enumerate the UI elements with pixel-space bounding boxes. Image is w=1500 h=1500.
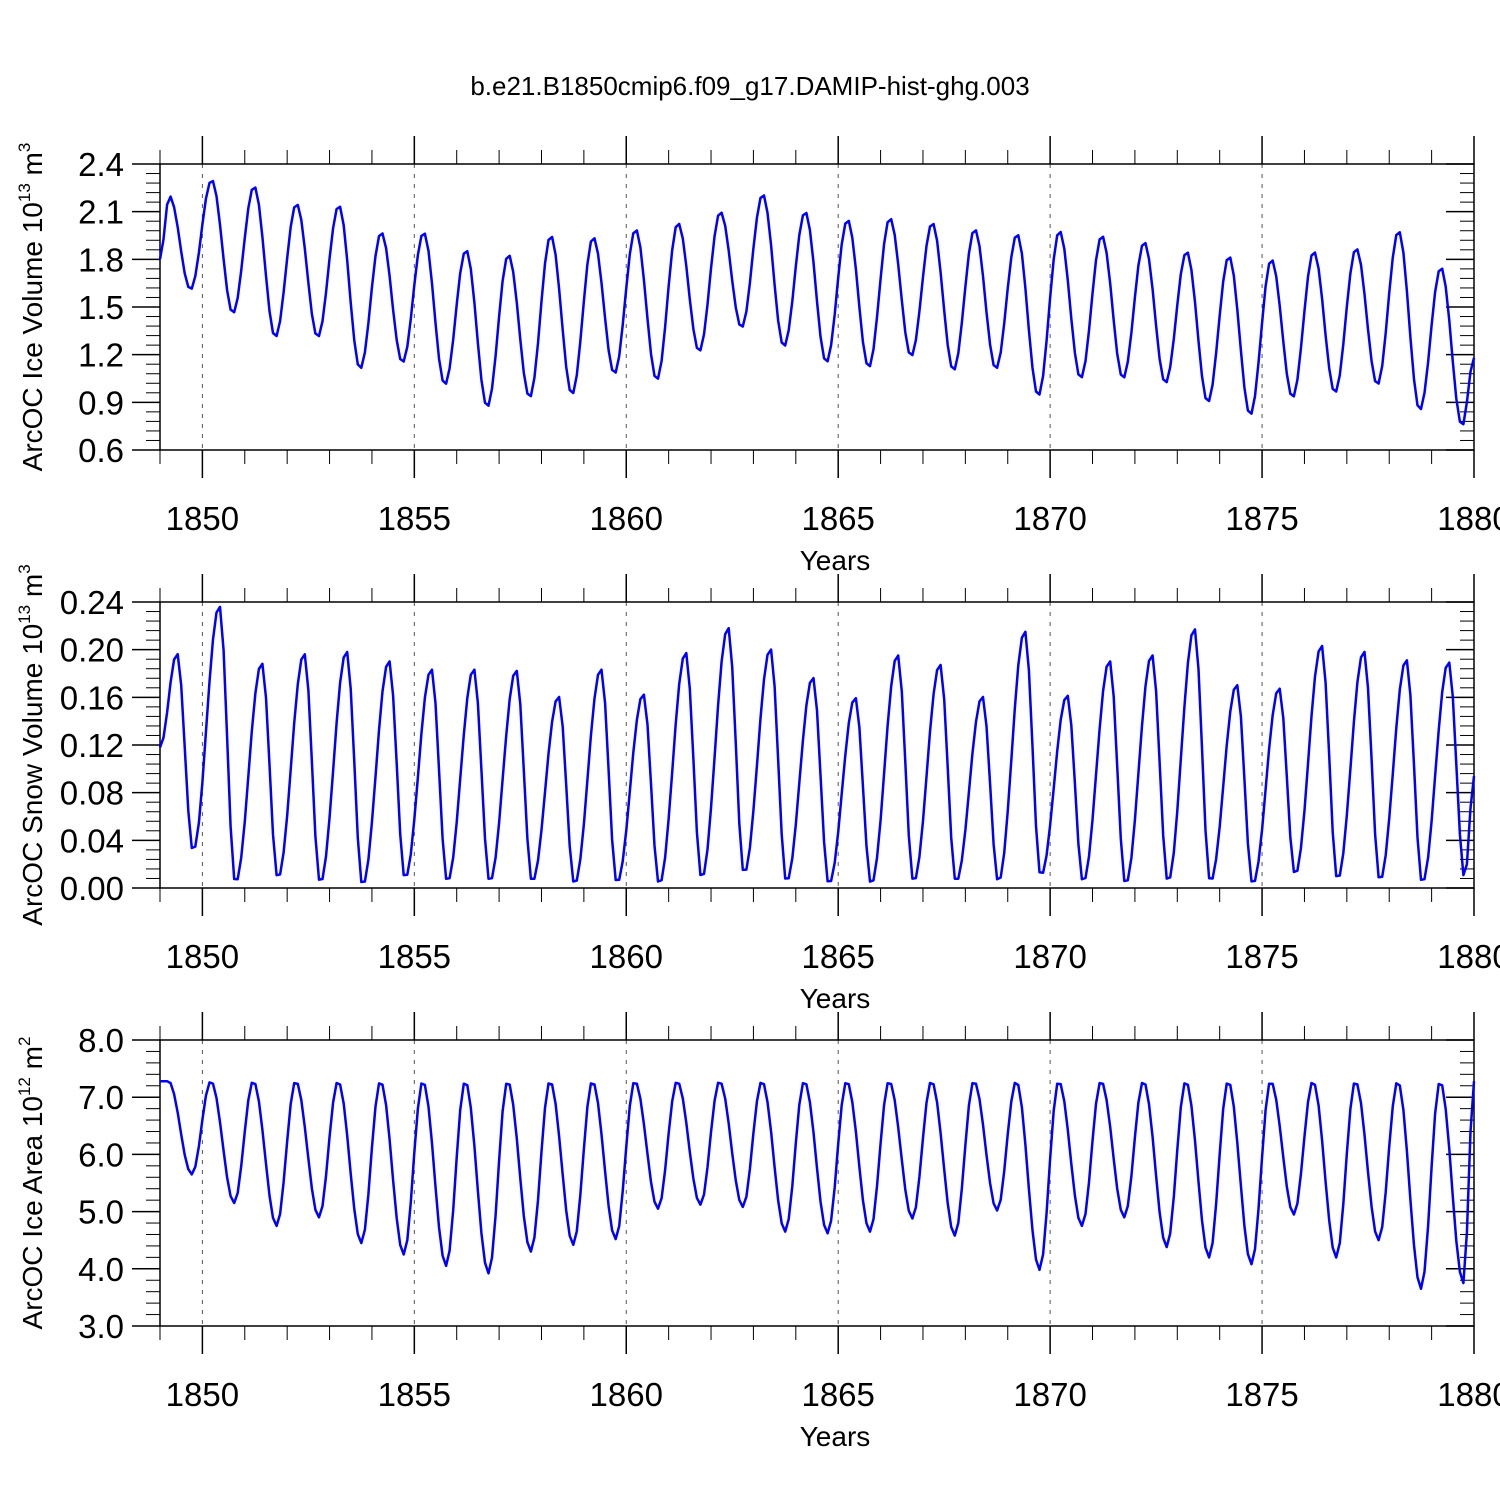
x-tick-label: 1850: [166, 1376, 239, 1413]
x-tick-label: 1880: [1437, 938, 1500, 975]
y-tick-label: 1.5: [78, 289, 124, 326]
x-tick-label: 1850: [166, 938, 239, 975]
x-tick-label: 1865: [801, 1376, 874, 1413]
y-tick-label: 0.24: [60, 584, 124, 621]
y-tick-label: 4.0: [78, 1251, 124, 1288]
y-tick-label: 1.2: [78, 337, 124, 374]
x-tick-label: 1875: [1225, 1376, 1298, 1413]
figure-title: b.e21.B1850cmip6.f09_g17.DAMIP-hist-ghg.…: [470, 71, 1029, 101]
plot-frame: [159, 601, 1475, 889]
x-tick-label: 1865: [801, 938, 874, 975]
y-tick-label: 0.6: [78, 432, 124, 469]
y-tick-label: 2.1: [78, 194, 124, 231]
x-tick-label: 1855: [378, 938, 451, 975]
x-tick-label: 1860: [590, 1376, 663, 1413]
x-tick-label: 1880: [1437, 500, 1500, 537]
y-tick-label: 5.0: [78, 1194, 124, 1231]
y-axis-title: ArcOC Ice Area 1012 m2: [15, 1037, 48, 1330]
y-tick-label: 8.0: [78, 1022, 124, 1059]
series-line-2: [158, 605, 1476, 884]
x-tick-label: 1870: [1013, 500, 1086, 537]
x-tick-label: 1860: [590, 500, 663, 537]
x-axis-title: Years: [800, 983, 871, 1014]
x-tick-label: 1875: [1225, 500, 1298, 537]
y-tick-label: 0.08: [60, 775, 124, 812]
x-tick-label: 1880: [1437, 1376, 1500, 1413]
y-axis-title: ArcOC Ice Volume 1013 m3: [15, 143, 48, 472]
y-tick-label: 7.0: [78, 1079, 124, 1116]
y-tick-label: 0.00: [60, 870, 124, 907]
y-tick-label: 0.20: [60, 632, 124, 669]
panel-3: 3.0 4.0 5.0 6.0 7.0 8.0 1850 1855 1860 1865 1870 18…: [15, 1012, 1500, 1452]
plot-frame: [159, 1039, 1475, 1327]
y-tick-label: 1.8: [78, 241, 124, 278]
x-tick-label: 1870: [1013, 938, 1086, 975]
y-tick-label: 2.4: [78, 146, 124, 183]
series-line-3: [160, 1079, 1476, 1291]
x-axis-title: Years: [800, 545, 871, 576]
x-axis-title: Years: [800, 1421, 871, 1452]
y-tick-label: 0.04: [60, 822, 124, 859]
x-tick-label: 1865: [801, 500, 874, 537]
y-tick-label: 0.16: [60, 679, 124, 716]
x-tick-label: 1850: [166, 500, 239, 537]
y-axis-title: ArcOC Snow Volume 1013 m3: [15, 564, 48, 925]
panel-1: 0.6 0.9 1.2 1.5 1.8 2.1 2.4 1850 1855 1860 1865 187…: [15, 136, 1500, 576]
y-tick-label: 0.9: [78, 384, 124, 421]
panels: 0.6 0.9 1.2 1.5 1.8 2.1 2.4 1850 1855 1860 1865 187…: [15, 136, 1500, 1452]
panel-2: 0.00 0.04 0.08 0.12 0.16 0.20 0.24 1850 1855 1860…: [15, 564, 1500, 1014]
x-tick-label: 1875: [1225, 938, 1298, 975]
x-tick-label: 1855: [378, 1376, 451, 1413]
y-tick-label: 3.0: [78, 1308, 124, 1345]
x-tick-label: 1870: [1013, 1376, 1086, 1413]
y-tick-label: 0.12: [60, 727, 124, 764]
x-tick-label: 1855: [378, 500, 451, 537]
series-line-1: [158, 179, 1476, 426]
y-tick-label: 6.0: [78, 1136, 124, 1173]
x-tick-label: 1860: [590, 938, 663, 975]
